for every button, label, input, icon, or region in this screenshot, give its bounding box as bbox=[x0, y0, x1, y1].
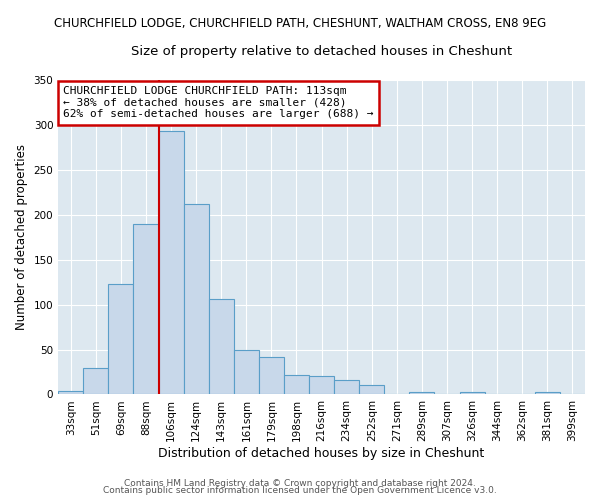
Y-axis label: Number of detached properties: Number of detached properties bbox=[15, 144, 28, 330]
Bar bbox=[109, 284, 133, 395]
Bar bbox=[535, 392, 560, 394]
Bar bbox=[284, 374, 309, 394]
Bar bbox=[259, 356, 284, 395]
Text: CHURCHFIELD LODGE, CHURCHFIELD PATH, CHESHUNT, WALTHAM CROSS, EN8 9EG: CHURCHFIELD LODGE, CHURCHFIELD PATH, CHE… bbox=[54, 18, 546, 30]
Bar bbox=[334, 380, 359, 394]
X-axis label: Distribution of detached houses by size in Cheshunt: Distribution of detached houses by size … bbox=[158, 447, 485, 460]
Bar bbox=[309, 376, 334, 394]
Bar bbox=[184, 204, 209, 394]
Bar bbox=[158, 131, 184, 394]
Bar bbox=[409, 392, 434, 394]
Title: Size of property relative to detached houses in Cheshunt: Size of property relative to detached ho… bbox=[131, 45, 512, 58]
Text: Contains public sector information licensed under the Open Government Licence v3: Contains public sector information licen… bbox=[103, 486, 497, 495]
Text: Contains HM Land Registry data © Crown copyright and database right 2024.: Contains HM Land Registry data © Crown c… bbox=[124, 478, 476, 488]
Bar bbox=[359, 384, 385, 394]
Bar bbox=[133, 224, 158, 394]
Bar bbox=[83, 368, 109, 394]
Text: CHURCHFIELD LODGE CHURCHFIELD PATH: 113sqm
← 38% of detached houses are smaller : CHURCHFIELD LODGE CHURCHFIELD PATH: 113s… bbox=[64, 86, 374, 120]
Bar bbox=[58, 391, 83, 394]
Bar bbox=[460, 392, 485, 394]
Bar bbox=[209, 299, 234, 394]
Bar bbox=[234, 350, 259, 395]
